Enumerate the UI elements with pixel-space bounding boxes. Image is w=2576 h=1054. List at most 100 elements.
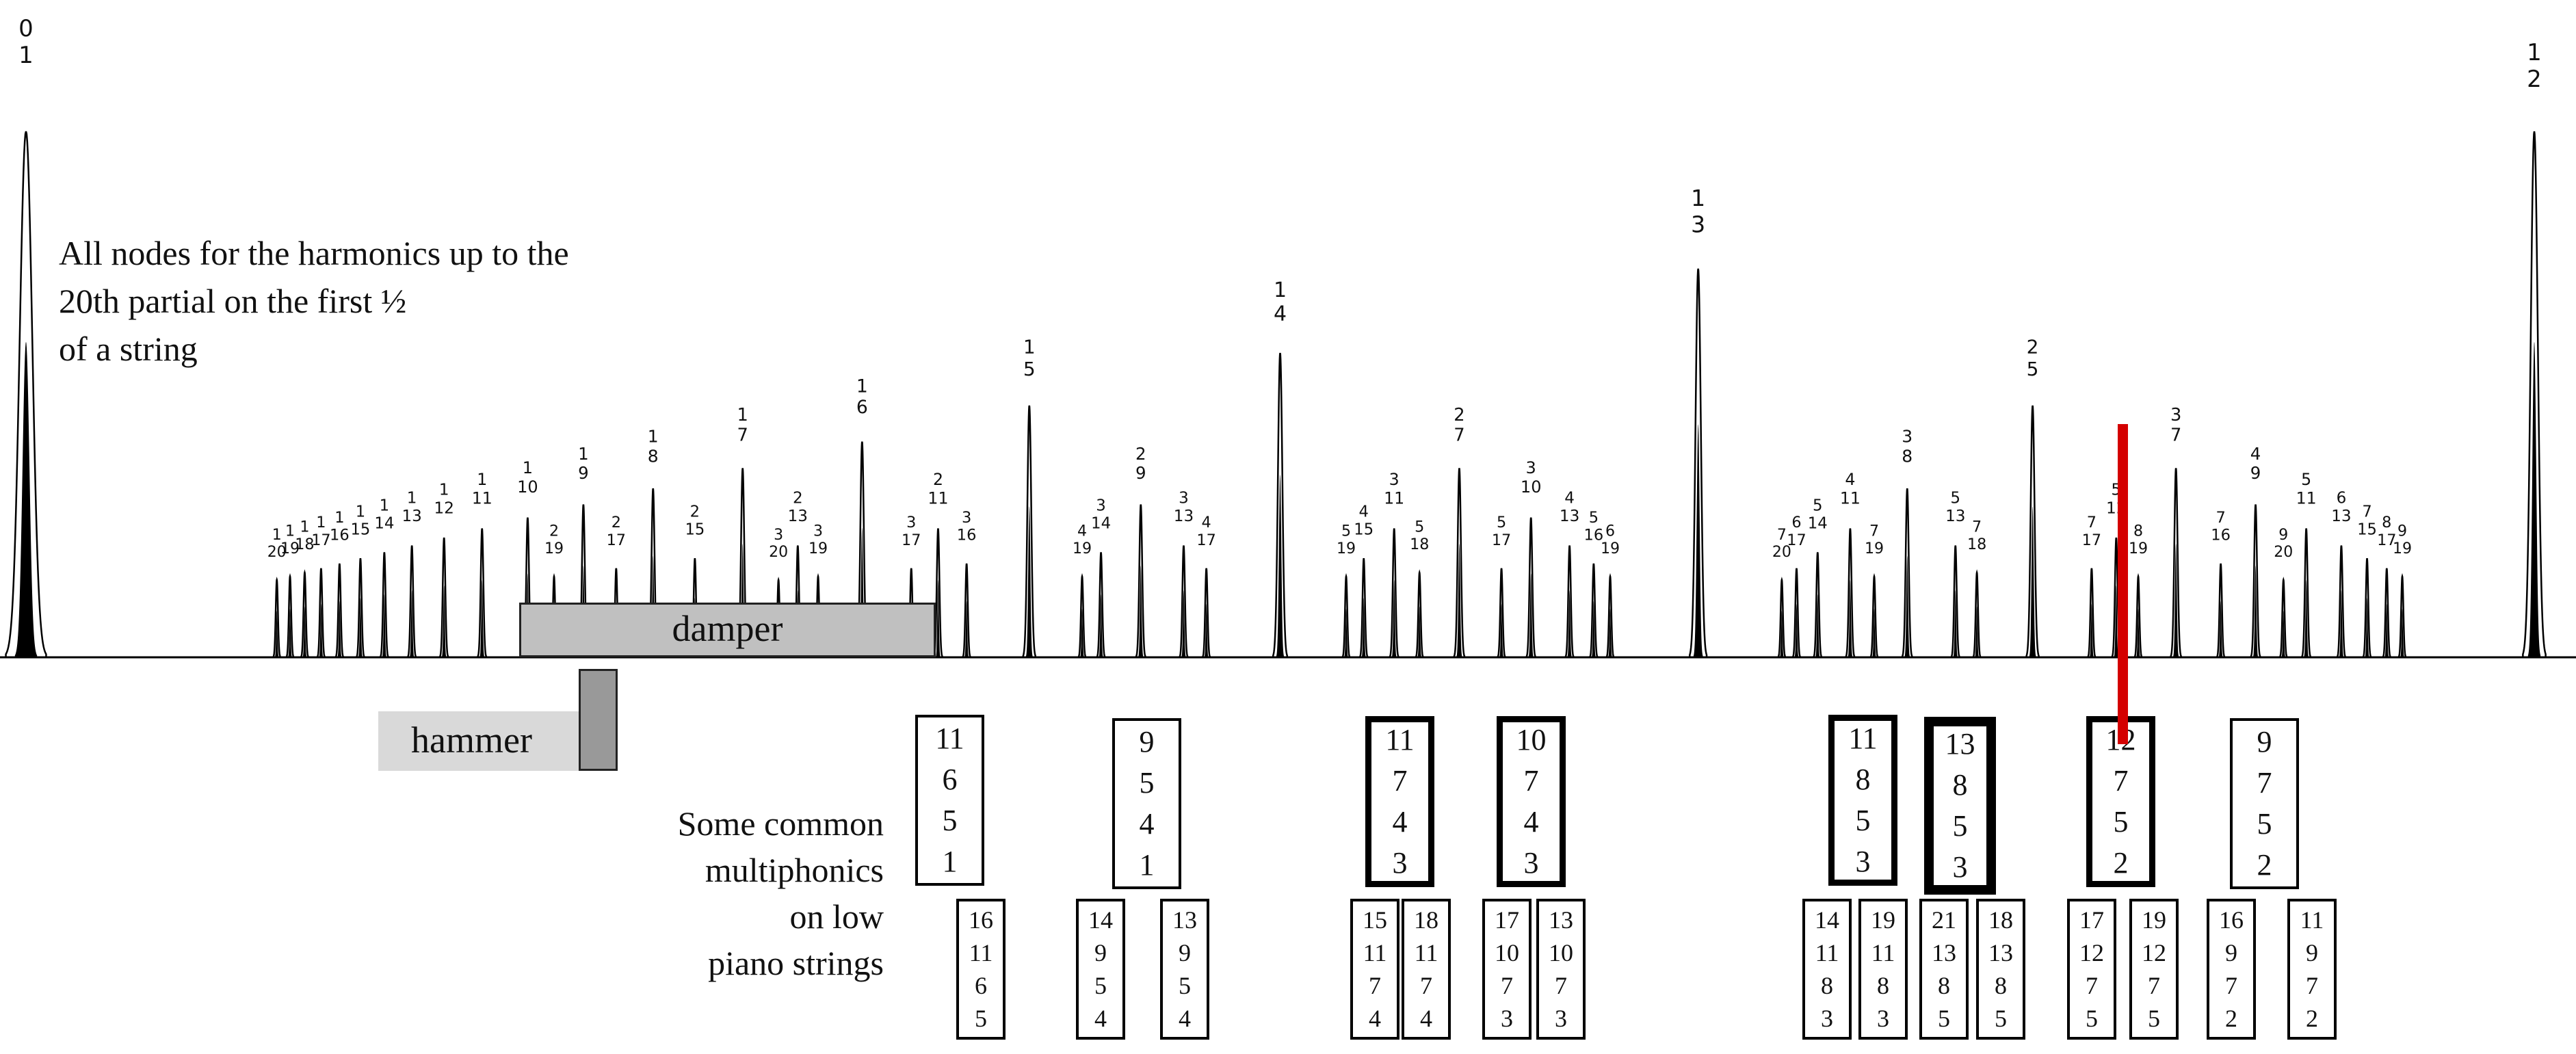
partial-number: 7 <box>2225 972 2237 999</box>
node-label-denominator: 14 <box>1091 515 1111 533</box>
node-label: 517 <box>1492 514 1511 549</box>
node-peak-core <box>302 606 307 657</box>
node-label: 114 <box>374 497 394 532</box>
node-label: 313 <box>1174 490 1194 526</box>
node-label-denominator: 16 <box>1584 527 1604 544</box>
node-peak-core <box>2339 590 2344 657</box>
node-peak-core <box>1499 603 1503 657</box>
node-label: 18 <box>648 427 659 466</box>
node-peak-core <box>1080 608 1084 657</box>
node-label-numerator: 5 <box>1950 490 1960 508</box>
partial-number: 7 <box>1369 972 1381 999</box>
partial-number: 19 <box>1871 906 1895 934</box>
node-label-numerator: 3 <box>1096 497 1106 514</box>
partial-number: 8 <box>1938 972 1950 999</box>
partial-number: 7 <box>2148 972 2160 999</box>
partial-number: 4 <box>1369 1005 1381 1032</box>
node-label-denominator: 3 <box>1691 211 1705 237</box>
node-peak-core <box>1780 611 1784 657</box>
multiphonics-caption: Some common multiphonics on low piano st… <box>678 800 884 986</box>
node-peak-core <box>1794 603 1799 657</box>
partial-number: 8 <box>1952 768 1968 802</box>
node-peak-core <box>274 611 279 657</box>
node-label-numerator: 3 <box>774 527 783 544</box>
partial-number: 3 <box>1523 846 1539 880</box>
partial-number: 13 <box>1988 939 2013 966</box>
node-label: 613 <box>2331 490 2351 526</box>
node-label: 316 <box>957 509 977 544</box>
node-label-denominator: 6 <box>856 397 868 418</box>
node-label-numerator: 3 <box>962 509 971 527</box>
multiphonic-variant-box: 15 11 7 4 <box>1350 899 1399 1040</box>
node-peak-core <box>1344 608 1348 657</box>
node-label-numerator: 6 <box>1791 514 1801 531</box>
node-label: 211 <box>928 470 948 508</box>
node-label-denominator: 9 <box>2250 463 2261 483</box>
node-peak-core <box>1953 590 1958 657</box>
node-label: 817 <box>2377 514 2396 549</box>
node-label-denominator: 17 <box>1196 531 1215 549</box>
partial-number: 18 <box>1988 906 2013 934</box>
node-label: 419 <box>1073 523 1092 557</box>
node-label-numerator: 1 <box>477 470 487 489</box>
node-peak-core <box>1591 601 1596 657</box>
partial-number: 11 <box>1815 939 1839 966</box>
partial-number: 5 <box>1938 1005 1950 1032</box>
node-peak-core <box>2527 341 2541 657</box>
partial-number: 3 <box>1555 1005 1567 1032</box>
node-label-numerator: 3 <box>1389 470 1399 489</box>
node-label-denominator: 18 <box>1967 536 1986 553</box>
partial-number: 18 <box>1414 906 1438 934</box>
node-label: 112 <box>434 479 454 517</box>
node-label: 113 <box>402 490 421 526</box>
partial-number: 11 <box>2300 906 2324 934</box>
node-label: 819 <box>2129 523 2148 557</box>
partial-number: 11 <box>1414 939 1438 966</box>
node-label-numerator: 9 <box>2397 523 2407 540</box>
node-label-denominator: 7 <box>737 425 748 445</box>
node-label-numerator: 2 <box>690 503 700 521</box>
partial-number: 9 <box>1179 939 1191 966</box>
partial-number: 5 <box>1139 766 1155 800</box>
node-peak-core <box>2365 598 2369 657</box>
partial-number: 4 <box>1094 1005 1107 1032</box>
node-label: 29 <box>1135 444 1146 483</box>
node-peak-core <box>2252 565 2259 657</box>
node-label: 217 <box>607 514 626 549</box>
partial-number: 4 <box>1139 807 1155 841</box>
node-label-denominator: 19 <box>280 540 300 557</box>
node-label-denominator: 20 <box>769 544 788 561</box>
node-peak-core <box>2281 611 2286 657</box>
partial-number: 5 <box>2257 807 2272 841</box>
partial-number: 19 <box>2142 906 2166 934</box>
partial-number: 3 <box>1501 1005 1513 1032</box>
node-label-numerator: 2 <box>549 523 559 540</box>
node-label-numerator: 1 <box>648 427 659 447</box>
partial-number: 9 <box>1094 939 1107 966</box>
node-label-denominator: 15 <box>2357 521 2377 539</box>
partial-number: 11 <box>1363 939 1387 966</box>
node-label: 919 <box>2393 523 2412 557</box>
damper: damper <box>519 603 936 657</box>
partial-number: 7 <box>1523 764 1539 798</box>
node-label-denominator: 11 <box>2296 488 2317 508</box>
node-label: 514 <box>1808 497 1828 532</box>
partial-number: 3 <box>1877 1005 1889 1032</box>
node-label: 513 <box>1945 490 1965 526</box>
node-label-numerator: 1 <box>380 497 390 514</box>
partial-number: 5 <box>1995 1005 2007 1032</box>
multiphonic-variant-box: 19 12 7 5 <box>2129 899 2179 1040</box>
node-label-denominator: 11 <box>928 488 948 508</box>
partial-number: 5 <box>1179 972 1191 999</box>
node-label: 411 <box>1840 470 1861 508</box>
node-peak-core <box>1361 598 1366 657</box>
partial-number: 8 <box>1855 763 1871 796</box>
node-label-denominator: 18 <box>1410 536 1429 553</box>
node-peak-core <box>479 580 485 657</box>
node-label: 718 <box>1967 518 1986 554</box>
node-label-numerator: 1 <box>356 503 365 521</box>
multiphonic-variant-box: 18 11 7 4 <box>1402 899 1451 1040</box>
node-label-denominator: 20 <box>2274 544 2293 561</box>
partial-number: 14 <box>1815 906 1839 934</box>
node-label-denominator: 17 <box>311 531 330 549</box>
